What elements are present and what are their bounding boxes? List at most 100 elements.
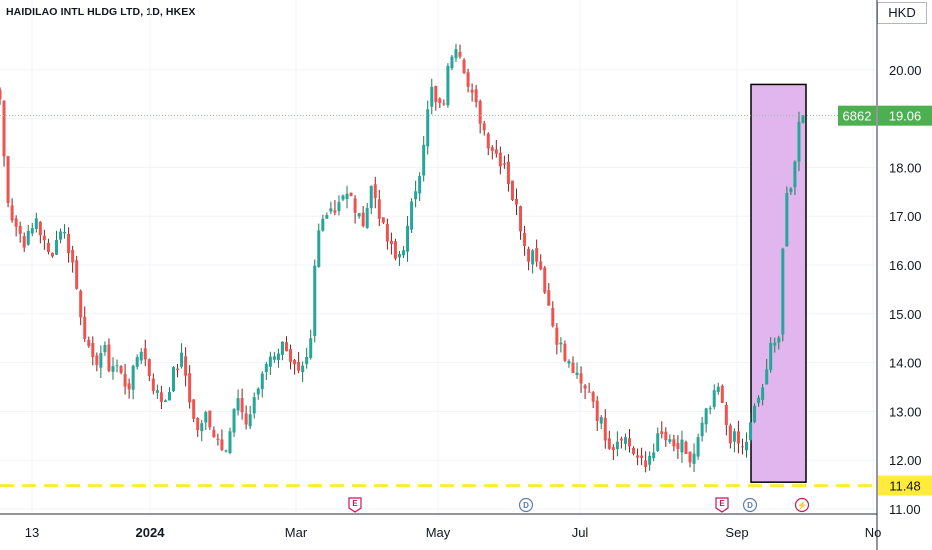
candle-down [506,161,510,185]
candle-down [611,447,615,451]
candle-down [6,156,10,204]
candle-up [406,225,410,252]
candle-down [46,243,50,252]
candle-up [26,230,30,245]
candle-down [123,373,127,387]
price-labels: 6862 19.06 11.48 [838,105,932,496]
candle-up [167,392,171,401]
candle-down [632,447,636,454]
candle-down [50,252,54,257]
candle-down [67,233,71,254]
candle-up [313,265,317,337]
candle-up [652,452,656,459]
candle-down [127,383,131,390]
candle-up [648,455,652,465]
candle-up [397,254,401,258]
candle-up [757,397,761,404]
candle-down [192,399,196,419]
x-tick-label: May [426,525,451,540]
y-tick-label: 15.00 [889,307,922,322]
candle-up [623,437,627,444]
split-glyph: ⚡ [797,500,807,510]
candle-up [228,431,232,454]
candle-up [369,185,373,209]
candle-down [208,410,212,428]
candle-down [289,349,293,362]
candle-up [716,386,720,393]
candle-up [264,363,268,373]
candle-up [712,390,716,407]
candle-up [692,453,696,464]
candle-down [0,89,2,100]
dividend-icon [518,497,534,513]
candle-down [220,439,224,451]
candle-up [135,357,139,367]
candle-down [212,429,216,438]
chart-title: HAIDILAO INTL HLDG LTD, 1D, HKEX [6,6,196,18]
candle-up [704,408,708,425]
price-tag-text: 6862 [843,109,872,124]
candle-down [519,206,523,232]
candle-down [353,198,357,213]
y-tick-label: 18.00 [889,160,922,175]
candle-up [680,439,684,453]
candle-down [87,340,91,347]
candle-down [636,455,640,458]
candle-down [591,392,595,402]
y-tick-label: 12.00 [889,453,922,468]
x-tick-label: 13 [25,525,39,540]
candle-down [498,152,502,167]
candle-up [426,109,430,147]
last-value-label: 19.06 [889,109,922,124]
candle-down [474,89,478,103]
candle-down [603,417,607,441]
candle-down [196,417,200,431]
candle-down [466,72,470,87]
candle-down [38,221,42,236]
candle-up [801,115,805,123]
candle-down [14,218,18,227]
x-tick-label: No [865,525,882,540]
candle-down [244,413,248,425]
candle-up [761,387,765,400]
candle-down [547,290,551,306]
candle-down [664,431,668,441]
candle-up [180,352,184,367]
grid [0,0,876,514]
candle-up [163,400,167,402]
candle-up [321,218,325,231]
dividend-glyph: D [523,501,529,510]
candle-up [410,201,414,230]
candle-up [256,388,260,395]
candle-down [22,236,26,248]
candle-up [260,373,264,390]
candle-down [478,101,482,124]
candle-up [115,365,119,367]
candle-down [184,356,188,376]
y-tick-label: 11.00 [889,502,921,517]
candle-up [450,56,454,69]
candle-down [640,455,644,458]
candle-down [607,438,611,449]
candle-up [700,422,704,437]
candle-down [494,149,498,154]
candle-down [176,368,180,371]
candle-up [789,188,793,193]
candle-up [708,408,712,410]
dividend-icon [742,497,758,513]
candle-up [103,344,107,353]
candle-up [773,342,777,346]
candle-down [740,446,744,448]
event-marker-earnings: E [348,497,362,513]
candle-up [797,121,801,162]
candle-down [381,217,385,223]
candle-down [442,103,446,105]
candle-down [79,290,83,318]
candle-down [83,316,87,339]
earnings-icon [348,497,362,513]
candle-down [377,199,381,219]
candle-down [240,398,244,413]
candle-up [200,423,204,432]
candle-down [627,438,631,447]
